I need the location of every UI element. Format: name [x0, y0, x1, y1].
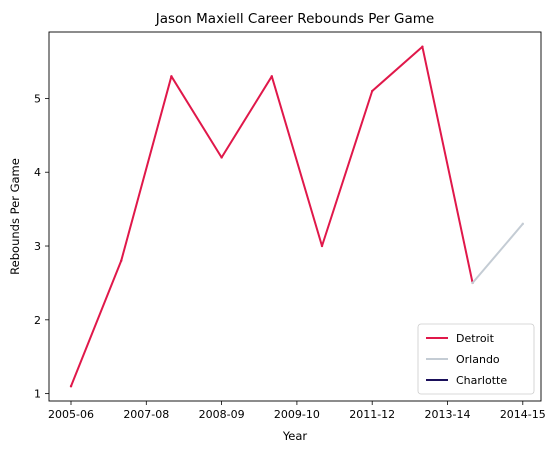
data-point-detroit-1 [120, 260, 122, 262]
x-tick-label: 2008-09 [199, 408, 245, 421]
x-axis-label: Year [282, 429, 308, 443]
x-tick-label: 2007-08 [123, 408, 169, 421]
y-tick-label: 2 [34, 314, 41, 327]
y-tick-label: 3 [34, 240, 41, 253]
x-tick-label: 2009-10 [274, 408, 320, 421]
data-point-detroit-4 [271, 75, 273, 77]
data-point-detroit-3 [220, 156, 222, 158]
y-axis-label: Rebounds Per Game [8, 158, 22, 275]
legend-label-charlotte: Charlotte [456, 374, 507, 387]
legend-label-detroit: Detroit [456, 332, 495, 345]
data-point-detroit-7 [421, 46, 423, 48]
y-tick-label: 5 [34, 92, 41, 105]
chart-title: Jason Maxiell Career Rebounds Per Game [155, 11, 434, 27]
y-tick-label: 4 [34, 166, 41, 179]
series-line-detroit [71, 47, 473, 386]
x-tick-label: 2005-06 [48, 408, 94, 421]
data-point-detroit-5 [321, 245, 323, 247]
y-tick-label: 1 [34, 388, 41, 401]
data-point-detroit-6 [371, 90, 373, 92]
data-point-orlando-0 [471, 282, 473, 284]
data-point-orlando-1 [522, 223, 524, 225]
y-axis: 1 2 3 4 5 [34, 92, 49, 400]
x-axis: 2005-06 2007-08 2008-09 2009-10 2011-12 2013-… [48, 401, 546, 421]
x-tick-label: 2014-15 [500, 408, 546, 421]
legend-label-orlando: Orlando [456, 353, 500, 366]
series-line-orlando [473, 224, 523, 283]
x-tick-label: 2013-14 [425, 408, 471, 421]
data-point-detroit-2 [170, 75, 172, 77]
data-point-detroit-0 [70, 385, 72, 387]
x-tick-label: 2011-12 [349, 408, 395, 421]
legend: Detroit Orlando Charlotte [418, 324, 534, 394]
